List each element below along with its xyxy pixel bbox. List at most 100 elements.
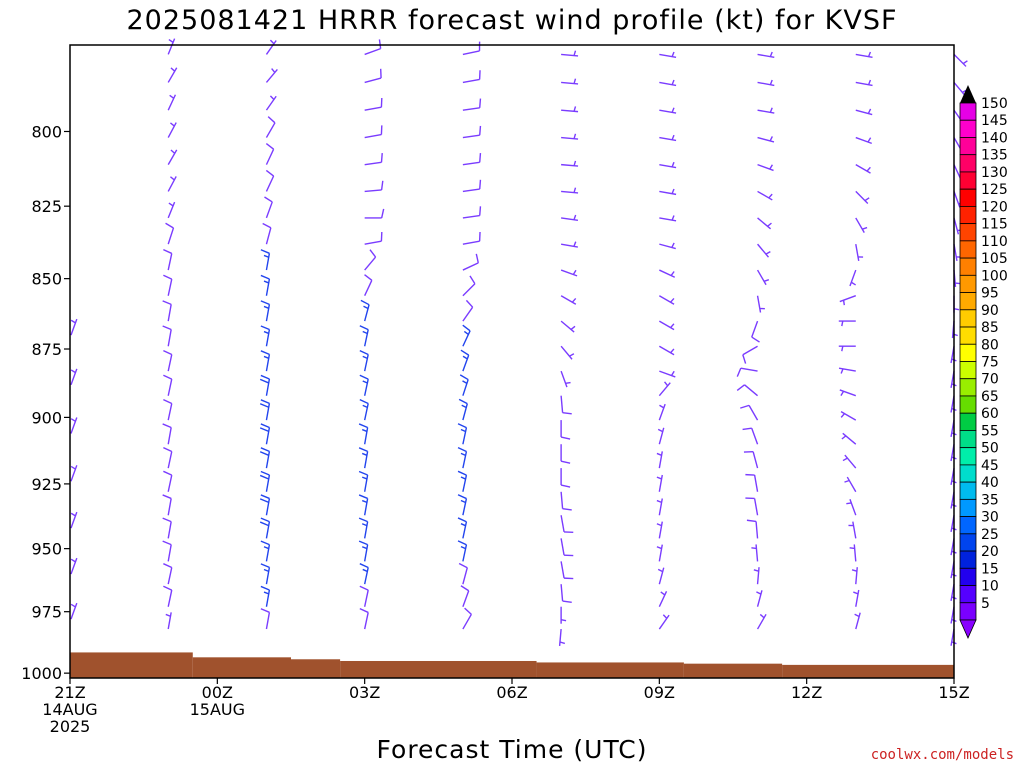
wind-barb	[458, 398, 468, 421]
terrain-step	[340, 660, 537, 678]
wind-barb	[560, 468, 571, 488]
wind-barb	[658, 320, 675, 331]
wind-barb	[855, 51, 873, 59]
wind-barb	[561, 214, 579, 221]
wind-barb	[659, 107, 677, 114]
wind-barb	[359, 563, 369, 585]
wind-barb	[560, 241, 578, 248]
credit-text: coolwx.com/models	[871, 747, 1014, 763]
wind-barb	[657, 567, 665, 585]
wind-barb	[560, 320, 576, 333]
wind-barb	[70, 465, 78, 482]
colorbar-bottom-arrow	[959, 619, 977, 639]
wind-barb	[560, 395, 572, 415]
colorbar-swatch	[959, 343, 977, 362]
wind-barb	[560, 561, 574, 580]
wind-barb	[364, 180, 384, 193]
x-tick-label: 12Z	[791, 683, 822, 702]
wind-barb	[560, 345, 575, 360]
y-tick-label: 875	[31, 340, 62, 359]
wind-barb	[70, 602, 78, 620]
colorbar-swatch	[959, 533, 977, 552]
wind-barb	[462, 41, 481, 56]
wind-barb	[462, 70, 481, 84]
wind-barb	[259, 447, 271, 469]
wind-barb	[849, 544, 857, 562]
wind-barb	[260, 300, 271, 322]
wind-barb	[756, 613, 767, 630]
colorbar-swatch	[959, 188, 977, 207]
wind-barb	[458, 562, 468, 585]
wind-barb	[265, 95, 277, 111]
wind-barb	[855, 108, 873, 116]
wind-barb	[259, 399, 271, 421]
colorbar-swatch	[959, 257, 977, 276]
wind-barb	[842, 454, 857, 469]
colorbar-label: 135	[981, 148, 1008, 164]
wind-barb	[658, 345, 675, 356]
speed-colorbar: 1501451401351301251201151101051009590858…	[959, 85, 1008, 639]
wind-barb	[359, 325, 369, 347]
wind-barb	[561, 50, 579, 57]
wind-barb	[560, 269, 578, 277]
wind-barb	[358, 540, 369, 562]
y-tick-label: 950	[31, 540, 62, 559]
wind-barb-layer	[70, 38, 968, 647]
terrain-layer	[70, 652, 954, 678]
wind-barb	[460, 349, 470, 372]
wind-barb	[659, 51, 677, 59]
wind-barb	[756, 590, 763, 607]
wind-barb	[658, 614, 670, 630]
wind-barb	[167, 67, 178, 83]
wind-barb	[162, 517, 172, 539]
wind-barb	[561, 187, 579, 194]
wind-barb	[259, 374, 271, 396]
wind-barb	[659, 215, 677, 222]
colorbar-swatch	[959, 102, 977, 121]
colorbar-label: 70	[981, 372, 999, 388]
x-tick-label: 03Z	[349, 683, 380, 702]
wind-barb	[358, 447, 369, 469]
colorbar-label: 120	[981, 199, 1008, 215]
x-tick-label: 15AUG	[190, 700, 245, 719]
wind-barb	[656, 544, 663, 562]
wind-barb	[757, 243, 771, 258]
colorbar-swatch	[959, 292, 977, 311]
colorbar-label: 145	[981, 113, 1008, 129]
colorbar-label: 10	[981, 579, 999, 595]
wind-barb	[561, 133, 579, 140]
wind-barb	[841, 432, 857, 445]
wind-barb	[659, 79, 677, 87]
wind-barb	[457, 470, 468, 492]
wind-barb	[70, 417, 78, 434]
wind-barb	[840, 410, 857, 421]
x-tick-label: 09Z	[644, 683, 675, 702]
wind-barb	[260, 563, 271, 585]
wind-barb	[260, 249, 271, 271]
wind-barb	[259, 470, 271, 492]
wind-barb	[658, 591, 668, 608]
wind-barb	[757, 163, 774, 172]
colorbar-swatch	[959, 137, 977, 156]
wind-barb	[659, 242, 676, 250]
wind-barb	[462, 324, 471, 347]
wind-barb	[260, 325, 271, 347]
wind-barb	[167, 94, 177, 111]
wind-barb	[163, 398, 173, 421]
colorbar-swatch	[959, 205, 977, 225]
wind-barb	[364, 68, 382, 84]
wind-barb	[457, 494, 468, 516]
wind-barb	[751, 320, 760, 343]
wind-barb	[457, 517, 468, 539]
plot-frame	[69, 44, 955, 679]
x-tick-label: 21Z	[54, 683, 85, 702]
wind-barb	[167, 201, 176, 219]
colorbar-label: 130	[981, 165, 1008, 181]
colorbar-label: 5	[981, 596, 990, 612]
wind-barb	[740, 404, 759, 421]
colorbar-swatch	[959, 550, 977, 569]
wind-barb	[163, 248, 173, 271]
wind-barb	[560, 420, 571, 440]
wind-barb	[70, 368, 78, 386]
